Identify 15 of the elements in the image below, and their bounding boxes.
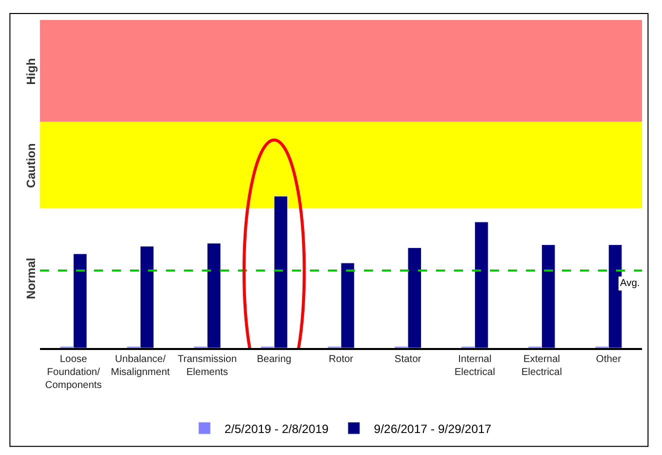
x-tick-label: External Electrical [521, 354, 562, 378]
ref-line-label: Avg. [620, 278, 640, 289]
x-tick-label: Unbalance/ Misalignment [110, 354, 170, 378]
x-tick-label: Rotor [328, 354, 354, 365]
x-tick-label: Internal Electrical [454, 354, 496, 378]
legend-label: 9/26/2017 - 9/29/2017 [374, 422, 492, 436]
x-tick-label: Other [596, 354, 622, 365]
band-label: High [24, 58, 38, 85]
legend-label: 2/5/2019 - 2/8/2019 [224, 422, 329, 436]
x-tick-label: Bearing [256, 354, 292, 365]
text: Normal [24, 258, 38, 300]
x-tick-label: Stator [394, 354, 422, 365]
band-label: Caution [24, 143, 38, 188]
x-tick-label: Loose Foundation/ Components [45, 354, 102, 391]
x-tick-label: Transmission Elements [178, 354, 237, 378]
